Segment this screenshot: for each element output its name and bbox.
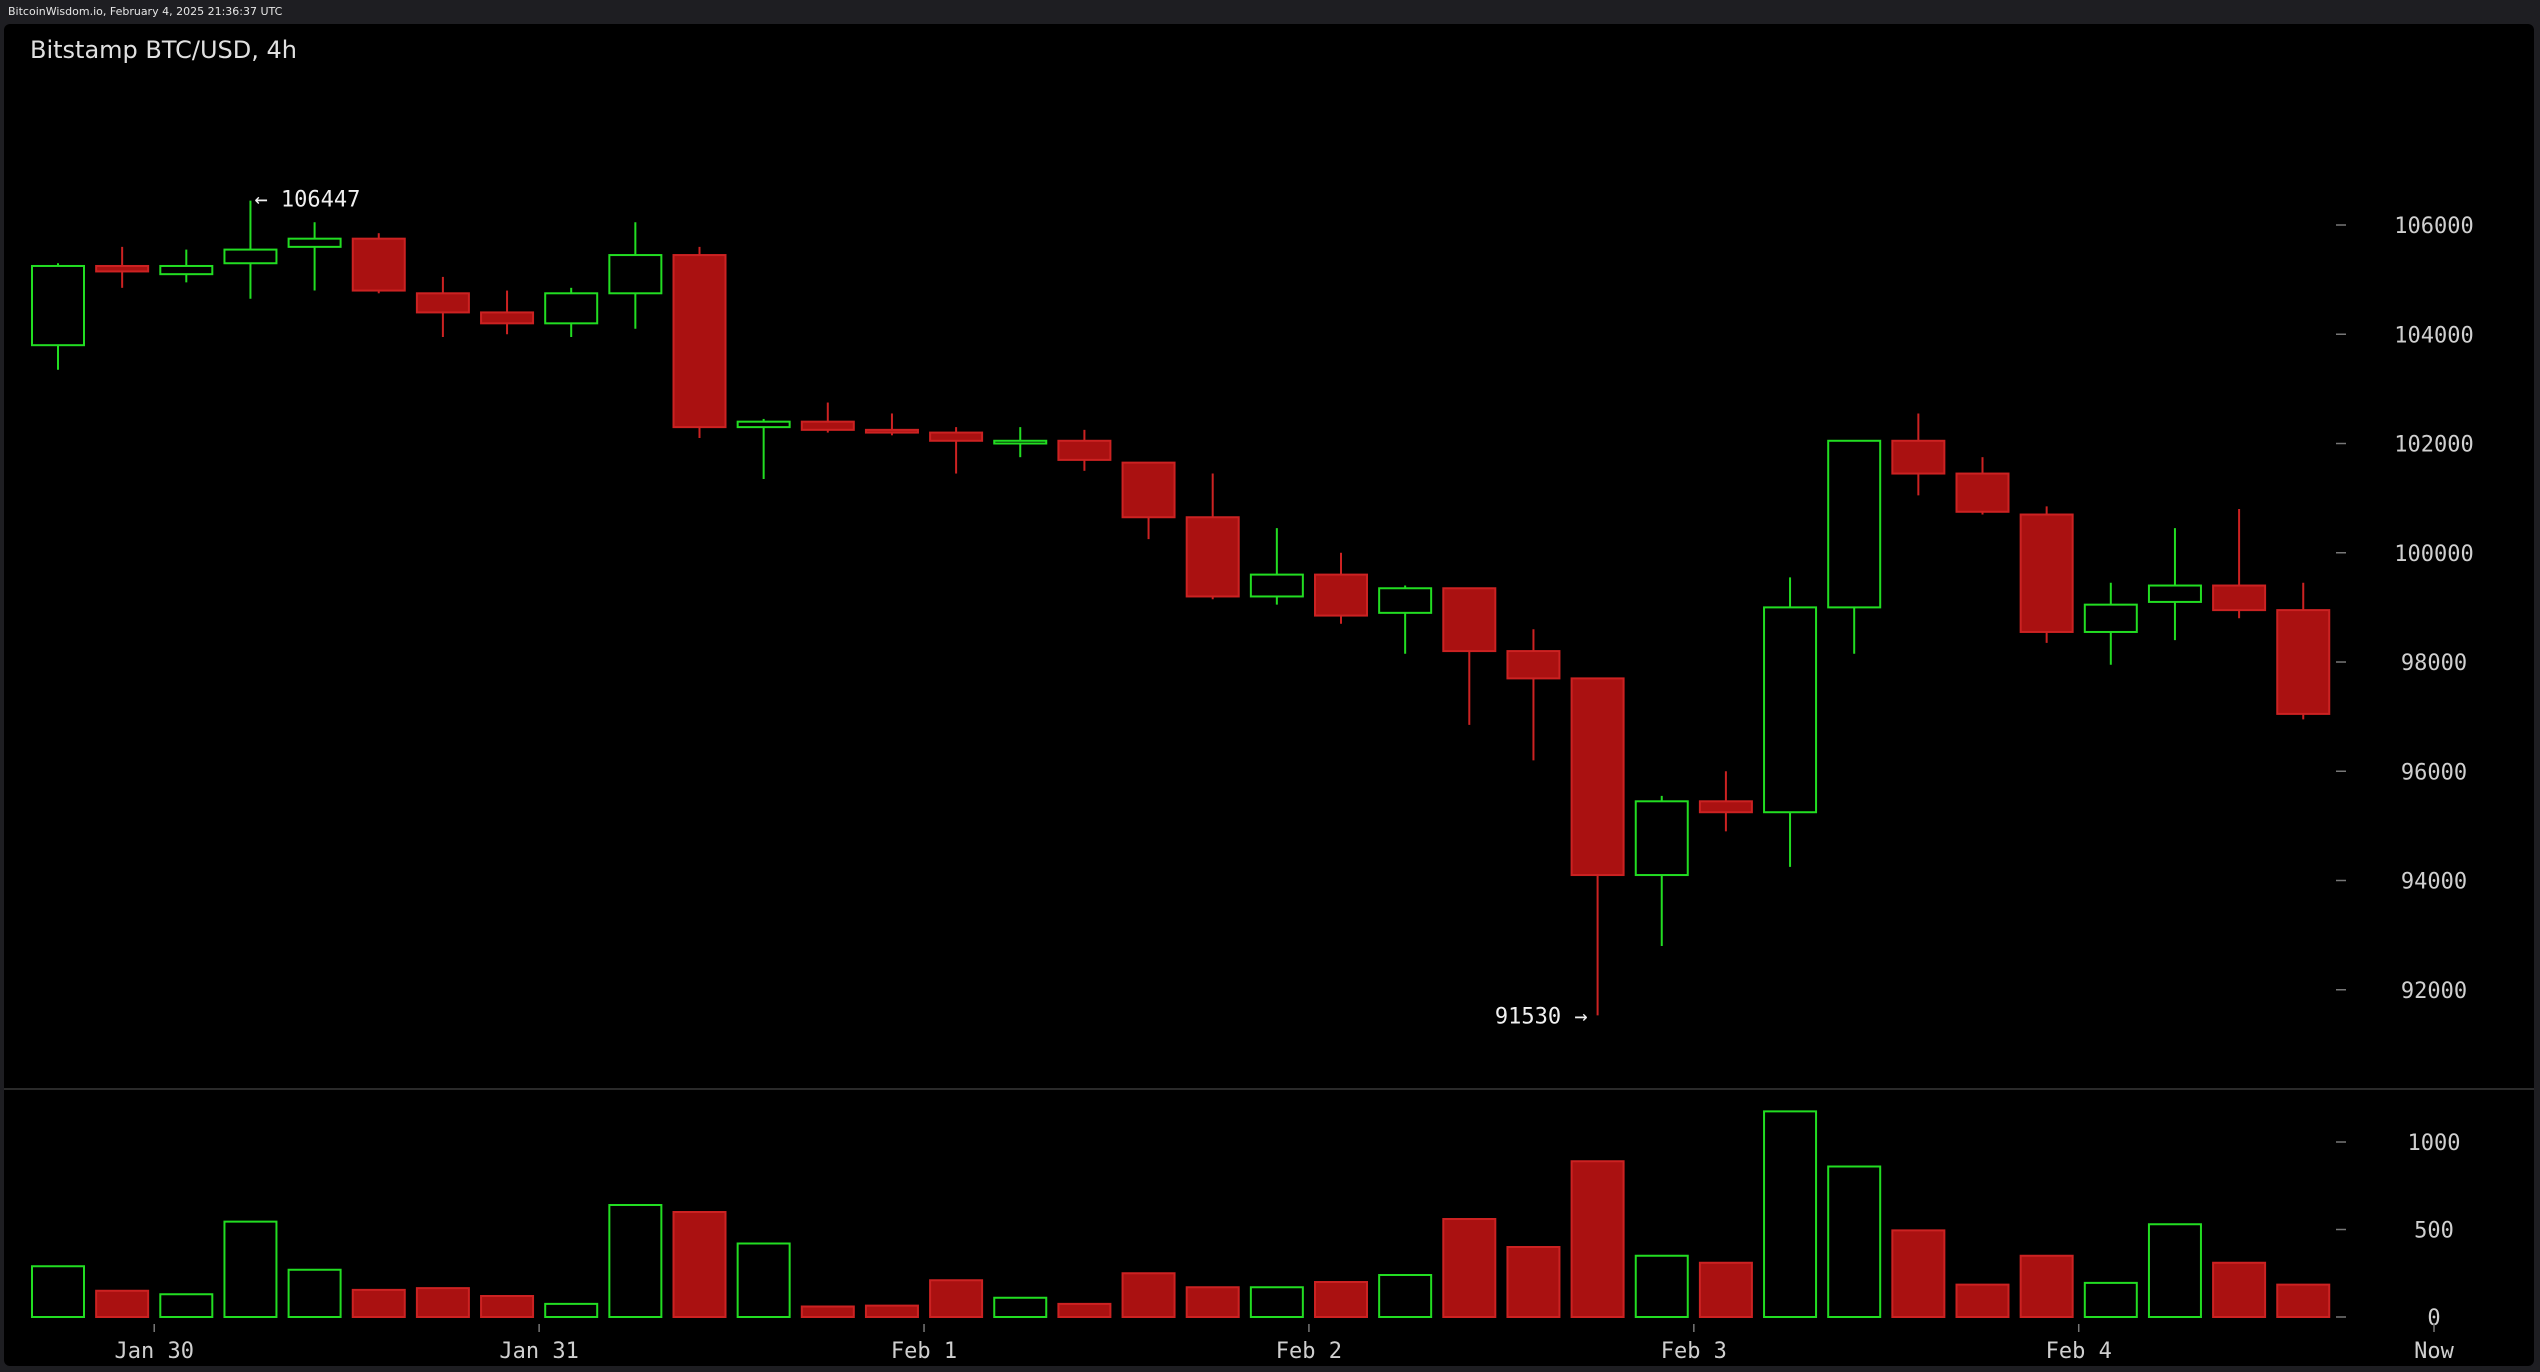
- volume-bar: [1955, 1283, 2010, 1318]
- chart-title: Bitstamp BTC/USD, 4h: [30, 36, 297, 64]
- topbar: BitcoinWisdom.io, February 4, 2025 21:36…: [0, 0, 2540, 24]
- candle-body: [993, 439, 1048, 445]
- candle-body: [31, 264, 85, 347]
- volume-bar: [31, 1265, 85, 1318]
- candle-body: [544, 292, 599, 325]
- volume-bar: [1314, 1281, 1368, 1318]
- candle-body: [351, 237, 406, 292]
- volume-bar: [1442, 1218, 1497, 1318]
- volume-bar: [95, 1289, 150, 1318]
- time-tick-label: Now: [2414, 1339, 2454, 1364]
- candle-body: [415, 292, 470, 314]
- time-tick-label: Jan 31: [499, 1339, 578, 1364]
- volume-bar: [993, 1296, 1048, 1318]
- price-tick-label: 96000: [2401, 760, 2467, 785]
- time-tick-label: Jan 30: [114, 1339, 193, 1364]
- candle-body: [608, 254, 663, 295]
- candle-body: [1249, 573, 1304, 598]
- candle-body: [1378, 587, 1433, 614]
- candle-body: [1314, 573, 1368, 617]
- volume-bar: [2212, 1261, 2267, 1318]
- candle-body: [2276, 609, 2331, 715]
- candle-body: [480, 311, 535, 325]
- volume-bar: [1057, 1302, 1112, 1318]
- candle-body: [2019, 513, 2074, 633]
- chart-panel[interactable]: Bitstamp BTC/USD, 4h 92000 94000 96000 9800…: [4, 24, 2534, 1366]
- candle-body: [1763, 606, 1818, 814]
- price-tick-label: 98000: [2401, 651, 2467, 676]
- volume-bar: [480, 1295, 535, 1318]
- price-tick-label: 94000: [2401, 870, 2467, 895]
- volume-bar: [1570, 1160, 1625, 1318]
- candle-body: [2147, 584, 2202, 603]
- time-tick-label: Feb 2: [1276, 1339, 1342, 1364]
- candle-body: [1827, 439, 1882, 609]
- volume-bar: [1763, 1110, 1818, 1318]
- source-line: BitcoinWisdom.io, February 4, 2025 21:36…: [8, 5, 283, 18]
- candle-body: [159, 264, 214, 276]
- price-tick-label: 106000: [2394, 214, 2473, 239]
- volume-bar: [1634, 1254, 1689, 1318]
- candle-body: [736, 420, 791, 429]
- volume-bar: [2083, 1281, 2138, 1318]
- candle-body: [1955, 472, 2010, 513]
- volume-bar: [2147, 1223, 2202, 1318]
- volume-bar: [351, 1288, 406, 1318]
- volume-bar: [1506, 1246, 1561, 1318]
- volume-bar: [608, 1204, 663, 1318]
- volume-bar: [864, 1304, 919, 1318]
- candle-body: [800, 420, 855, 431]
- price-tick-label: 104000: [2394, 323, 2473, 348]
- volume-bar: [1249, 1286, 1304, 1318]
- candlestick-chart[interactable]: 92000 94000 96000 98000 100000 102000 104000 10…: [4, 24, 2534, 1366]
- volume-bar: [736, 1242, 791, 1318]
- candle-body: [1570, 677, 1625, 877]
- price-tick-label: 100000: [2394, 542, 2473, 567]
- candle-body: [1185, 516, 1240, 598]
- candle-body: [1891, 439, 1946, 475]
- volume-bar: [1891, 1229, 1946, 1318]
- volume-bar: [2276, 1283, 2331, 1318]
- candle-body: [2212, 584, 2267, 612]
- volume-tick-label: 500: [2414, 1219, 2454, 1244]
- candle-body: [929, 431, 984, 442]
- candle-body: [864, 428, 919, 434]
- time-tick-label: Feb 3: [1661, 1339, 1727, 1364]
- volume-bar: [1827, 1165, 1882, 1318]
- price-tick-label: 92000: [2401, 979, 2467, 1004]
- volume-tick-label: 1000: [2408, 1131, 2461, 1156]
- price-tick-label: 102000: [2394, 433, 2473, 458]
- volume-bar: [2019, 1254, 2074, 1318]
- volume-tick-label: 0: [2427, 1306, 2440, 1331]
- candle-body: [1442, 587, 1497, 653]
- volume-bar: [415, 1287, 470, 1318]
- time-tick-label: Feb 1: [891, 1339, 957, 1364]
- volume-bar: [929, 1279, 984, 1318]
- volume-bar: [159, 1293, 214, 1318]
- time-tick-label: Feb 4: [2046, 1339, 2112, 1364]
- volume-bar: [1378, 1274, 1433, 1318]
- candle-body: [1506, 650, 1561, 680]
- candle-body: [1057, 439, 1112, 461]
- volume-bar: [544, 1302, 599, 1318]
- volume-bar: [1698, 1261, 1753, 1318]
- volume-bar: [672, 1211, 727, 1318]
- candle-body: [1121, 461, 1176, 519]
- candle-body: [287, 237, 342, 248]
- volume-bar: [1185, 1286, 1240, 1318]
- volume-bar: [1121, 1272, 1176, 1318]
- volume-bar: [800, 1305, 855, 1318]
- candle-body: [672, 254, 727, 429]
- candle-body: [1634, 800, 1689, 877]
- candle-body: [1698, 800, 1753, 814]
- candle-body: [95, 264, 150, 273]
- volume-bar: [287, 1268, 342, 1318]
- candle-body: [2083, 603, 2138, 633]
- candle-body: [223, 248, 278, 265]
- high-annotation: ← 106447: [254, 188, 360, 213]
- volume-bar: [223, 1220, 278, 1318]
- low-annotation: 91530 →: [1495, 1004, 1588, 1029]
